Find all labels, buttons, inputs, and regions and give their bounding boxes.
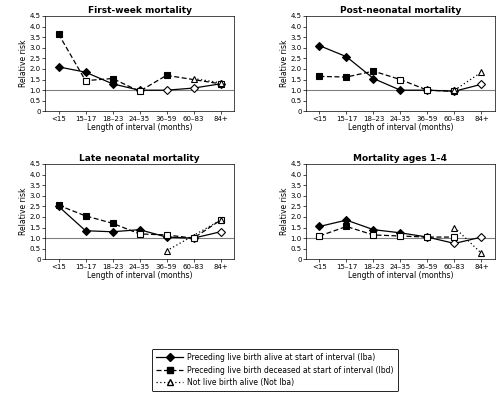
Title: First-week mortality: First-week mortality (88, 6, 192, 15)
Y-axis label: Relative risk: Relative risk (19, 188, 28, 235)
X-axis label: Length of interval (months): Length of interval (months) (87, 123, 192, 132)
Legend: Preceding live birth alive at start of interval (lba), Preceding live birth dece: Preceding live birth alive at start of i… (152, 349, 398, 391)
Y-axis label: Relative risk: Relative risk (19, 40, 28, 87)
Y-axis label: Relative risk: Relative risk (280, 40, 289, 87)
X-axis label: Length of interval (months): Length of interval (months) (348, 271, 453, 280)
Y-axis label: Relative risk: Relative risk (280, 188, 289, 235)
Title: Post-neonatal mortality: Post-neonatal mortality (340, 6, 461, 15)
Title: Mortality ages 1–4: Mortality ages 1–4 (354, 154, 448, 163)
Title: Late neonatal mortality: Late neonatal mortality (79, 154, 200, 163)
X-axis label: Length of interval (months): Length of interval (months) (348, 123, 453, 132)
X-axis label: Length of interval (months): Length of interval (months) (87, 271, 192, 280)
